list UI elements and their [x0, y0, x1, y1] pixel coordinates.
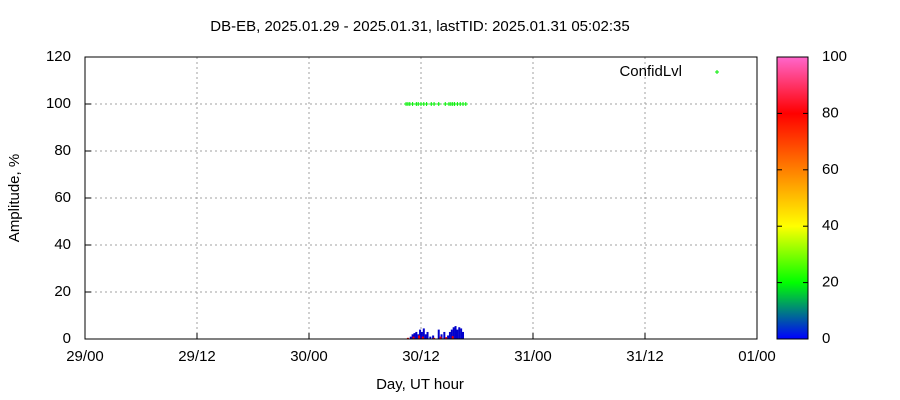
- y-tick-label: 60: [54, 189, 71, 206]
- point: [424, 102, 429, 106]
- colorbar-tick-label: 60: [822, 161, 839, 178]
- x-axis-label: Day, UT hour: [376, 376, 464, 393]
- x-tick-label: 29/12: [178, 348, 216, 365]
- legend-marker: [715, 70, 719, 74]
- y-tick-label: 80: [54, 142, 71, 159]
- point: [436, 102, 441, 106]
- x-tick-label: 31/12: [626, 348, 664, 365]
- colorbar-tick-label: 20: [822, 274, 839, 291]
- colorbar-tick-label: 80: [822, 104, 839, 121]
- x-tick-label: 29/00: [66, 348, 104, 365]
- colorbar-tick-label: 0: [822, 330, 830, 347]
- point: [443, 102, 448, 106]
- x-tick-label: 30/12: [402, 348, 440, 365]
- colorbar-tick-label: 100: [822, 48, 847, 65]
- legend-label: ConfidLvl: [619, 63, 682, 80]
- y-axis-label: Amplitude, %: [6, 154, 23, 242]
- colorbar: [776, 56, 809, 340]
- y-tick-label: 40: [54, 236, 71, 253]
- x-tick-label: 31/00: [514, 348, 552, 365]
- colorbar-tick-label: 40: [822, 217, 839, 234]
- plot-frame: [84, 56, 758, 340]
- chart-title: DB-EB, 2025.01.29 - 2025.01.31, lastTID:…: [210, 18, 629, 35]
- y-tick-label: 120: [46, 48, 71, 65]
- x-tick-label: 30/00: [290, 348, 328, 365]
- x-tick-label: 01/00: [738, 348, 776, 365]
- y-tick-label: 0: [63, 330, 71, 347]
- y-tick-label: 100: [46, 95, 71, 112]
- y-tick-label: 20: [54, 283, 71, 300]
- point: [463, 102, 468, 106]
- point: [410, 102, 415, 106]
- point: [432, 102, 437, 106]
